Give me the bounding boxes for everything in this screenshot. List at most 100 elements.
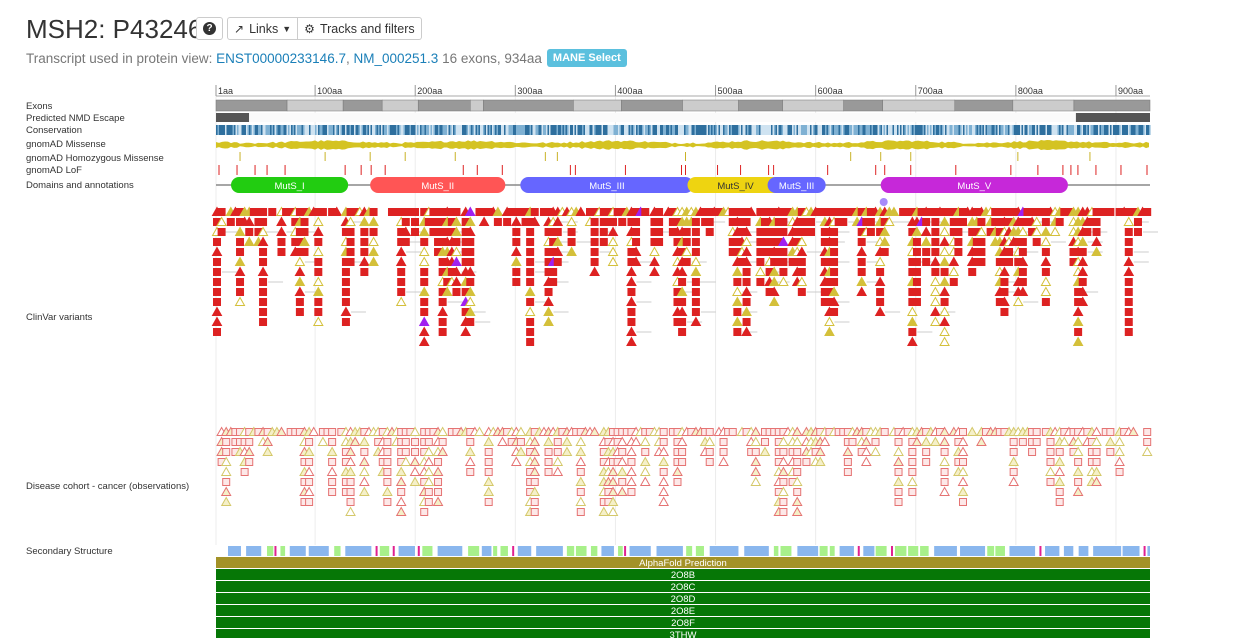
helix-segment[interactable] [1063,546,1074,556]
clinvar-pathogenic-marker[interactable] [1124,328,1133,336]
clinvar-benign-marker[interactable] [939,226,950,236]
turn-segment[interactable] [1039,546,1042,556]
cancer-observation-triangle[interactable] [262,446,274,456]
clinvar-pathogenic-marker[interactable] [213,278,222,286]
clinvar-pathogenic-marker[interactable] [420,278,429,286]
cancer-observation-triangle[interactable] [423,466,435,476]
cancer-observation-triangle[interactable] [589,426,600,436]
clinvar-pathogenic-missense-marker[interactable] [395,246,407,256]
cancer-observation-square[interactable] [328,458,337,466]
clinvar-pathogenic-marker[interactable] [1092,218,1101,226]
cancer-observation-triangle[interactable] [791,426,803,436]
clinvar-pathogenic-missense-marker[interactable] [630,246,642,256]
clinvar-pathogenic-missense-marker[interactable] [464,266,476,276]
clinvar-pathogenic-marker[interactable] [397,268,406,276]
clinvar-pathogenic-marker[interactable] [733,328,742,336]
cancer-observation-square[interactable] [1028,448,1037,456]
cancer-observation-square[interactable] [401,448,410,456]
cancer-observation-triangle[interactable] [474,426,485,436]
clinvar-pathogenic-missense-marker[interactable] [930,256,941,266]
clinvar-pathogenic-marker[interactable] [217,228,226,236]
strand-segment[interactable] [618,546,623,556]
cancer-observation-triangle[interactable] [750,436,762,446]
clinvar-pathogenic-missense-marker[interactable] [741,326,752,336]
clinvar-pathogenic-marker[interactable] [682,258,691,266]
cancer-observation-square[interactable] [793,488,802,496]
cancer-observation-triangle[interactable] [345,446,356,456]
cancer-observation-triangle[interactable] [1058,436,1070,446]
cancer-observation-triangle[interactable] [957,436,969,446]
cancer-observation-square[interactable] [553,438,562,446]
cancer-observation-triangle[interactable] [957,476,969,486]
clinvar-benign-marker[interactable] [257,226,269,236]
cancer-observation-triangle[interactable] [930,436,941,446]
cancer-observation-triangle[interactable] [630,436,642,446]
cancer-observation-square[interactable] [1143,438,1152,446]
clinvar-pathogenic-marker[interactable] [655,228,664,236]
clinvar-pathogenic-missense-marker[interactable] [1040,256,1052,266]
clinvar-pathogenic-marker[interactable] [691,278,700,286]
cancer-observation-square[interactable] [779,448,788,456]
clinvar-pathogenic-marker[interactable] [1124,288,1133,296]
strand-segment[interactable] [686,546,693,556]
clinvar-benign-marker[interactable] [741,236,752,246]
cancer-observation-square[interactable] [1046,448,1055,456]
strand-segment[interactable] [920,546,929,556]
cancer-observation-triangle[interactable] [791,496,803,506]
clinvar-vus-marker[interactable] [359,216,370,226]
clinvar-pathogenic-marker[interactable] [314,238,323,246]
cancer-observation-square[interactable] [544,448,553,456]
cancer-observation-square[interactable] [240,468,249,476]
clinvar-pathogenic-marker[interactable] [314,308,323,316]
cancer-observation-triangle[interactable] [1054,466,1066,476]
cancer-observation-square[interactable] [222,438,231,446]
exon-block[interactable] [782,99,844,112]
clinvar-pathogenic-marker[interactable] [1018,278,1027,286]
cancer-observation-square[interactable] [424,488,433,496]
clinvar-pathogenic-missense-marker[interactable] [874,306,886,316]
strand-segment[interactable] [780,546,792,556]
clinvar-pathogenic-marker[interactable] [678,328,687,336]
cancer-observation-square[interactable] [530,478,539,486]
clinvar-vus-marker[interactable] [879,236,891,246]
domain-muts-i[interactable] [231,177,349,193]
cancer-observation-triangle[interactable] [1072,446,1084,456]
exon-block[interactable] [381,99,419,112]
domain-muts-iii[interactable] [767,177,826,193]
clinvar-pathogenic-marker[interactable] [590,228,599,236]
clinvar-pathogenic-marker[interactable] [466,238,475,246]
clinvar-pathogenic-marker[interactable] [1000,308,1009,316]
clinvar-benign-marker[interactable] [930,296,941,306]
cancer-observation-triangle[interactable] [575,476,587,486]
exon-block[interactable] [682,99,739,112]
clinvar-pathogenic-marker[interactable] [549,278,558,286]
cancer-observation-triangle[interactable] [750,426,762,436]
cancer-observation-triangle[interactable] [561,436,573,446]
cancer-observation-square[interactable] [438,438,447,446]
clinvar-benign-marker[interactable] [464,296,476,306]
clinvar-pathogenic-marker[interactable] [691,248,700,256]
clinvar-pathogenic-missense-marker[interactable] [999,296,1010,306]
clinvar-pathogenic-marker[interactable] [452,238,461,246]
cancer-observation-triangle[interactable] [409,476,421,486]
clinvar-pathogenic-missense-marker[interactable] [211,316,223,326]
cancer-observation-triangle[interactable] [976,436,987,446]
ensembl-transcript-link[interactable]: ENST00000233146.7 [216,50,346,66]
clinvar-pathogenic-marker[interactable] [627,288,636,296]
cancer-observation-triangle[interactable] [616,436,628,446]
clinvar-pathogenic-missense-marker[interactable] [930,306,941,316]
helix-segment[interactable] [629,546,651,556]
structure-bar[interactable] [216,557,1150,568]
clinvar-pathogenic-missense-marker[interactable] [451,266,462,276]
cancer-observation-triangle[interactable] [395,466,407,476]
clinvar-pathogenic-marker[interactable] [300,248,309,256]
clinvar-pathogenic-marker[interactable] [1041,298,1050,306]
clinvar-pathogenic-marker[interactable] [1000,288,1009,296]
clinvar-benign-marker[interactable] [796,236,808,246]
cancer-observation-square[interactable] [1032,438,1041,446]
cancer-observation-triangle[interactable] [658,486,670,496]
clinvar-pathogenic-missense-marker[interactable] [257,266,269,276]
turn-segment[interactable] [375,546,378,556]
cancer-observation-square[interactable] [1018,438,1027,446]
clinvar-pathogenic-marker[interactable] [705,218,714,226]
